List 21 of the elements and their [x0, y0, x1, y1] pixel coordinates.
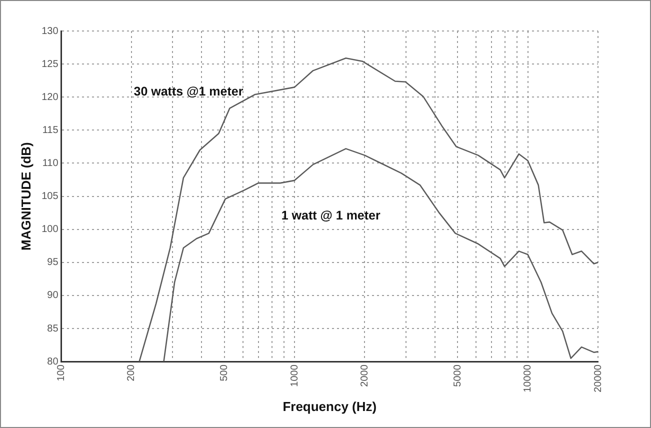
x-tick-label: 500 [219, 364, 230, 382]
series-label: 30 watts @1 meter [134, 84, 244, 99]
y-axis-title: MAGNITUDE (dB) [18, 142, 34, 250]
y-tick-label: 85 [47, 323, 59, 334]
y-tick-label: 95 [47, 257, 59, 268]
y-tick-label: 115 [42, 124, 59, 136]
y-tick-label: 100 [42, 224, 59, 236]
x-axis-title: Frequency (Hz) [282, 398, 377, 414]
y-tick-label: 120 [42, 92, 59, 103]
y-tick-label: 110 [42, 158, 59, 169]
x-tick-label: 5000 [452, 364, 464, 387]
x-tick-label: 200 [126, 364, 138, 382]
x-tick-label: 20000 [592, 364, 604, 392]
x-tick-label: 10000 [522, 364, 534, 392]
y-tick-label: 125 [42, 58, 59, 70]
x-tick-label: 1000 [289, 364, 300, 387]
text: 1 watt @ 1 meter [281, 208, 381, 223]
y-tick-label: 130 [42, 26, 59, 37]
x-tick-label: 2000 [360, 364, 370, 387]
y-tick-label: 105 [42, 191, 59, 202]
y-tick-label: 90 [47, 290, 59, 302]
